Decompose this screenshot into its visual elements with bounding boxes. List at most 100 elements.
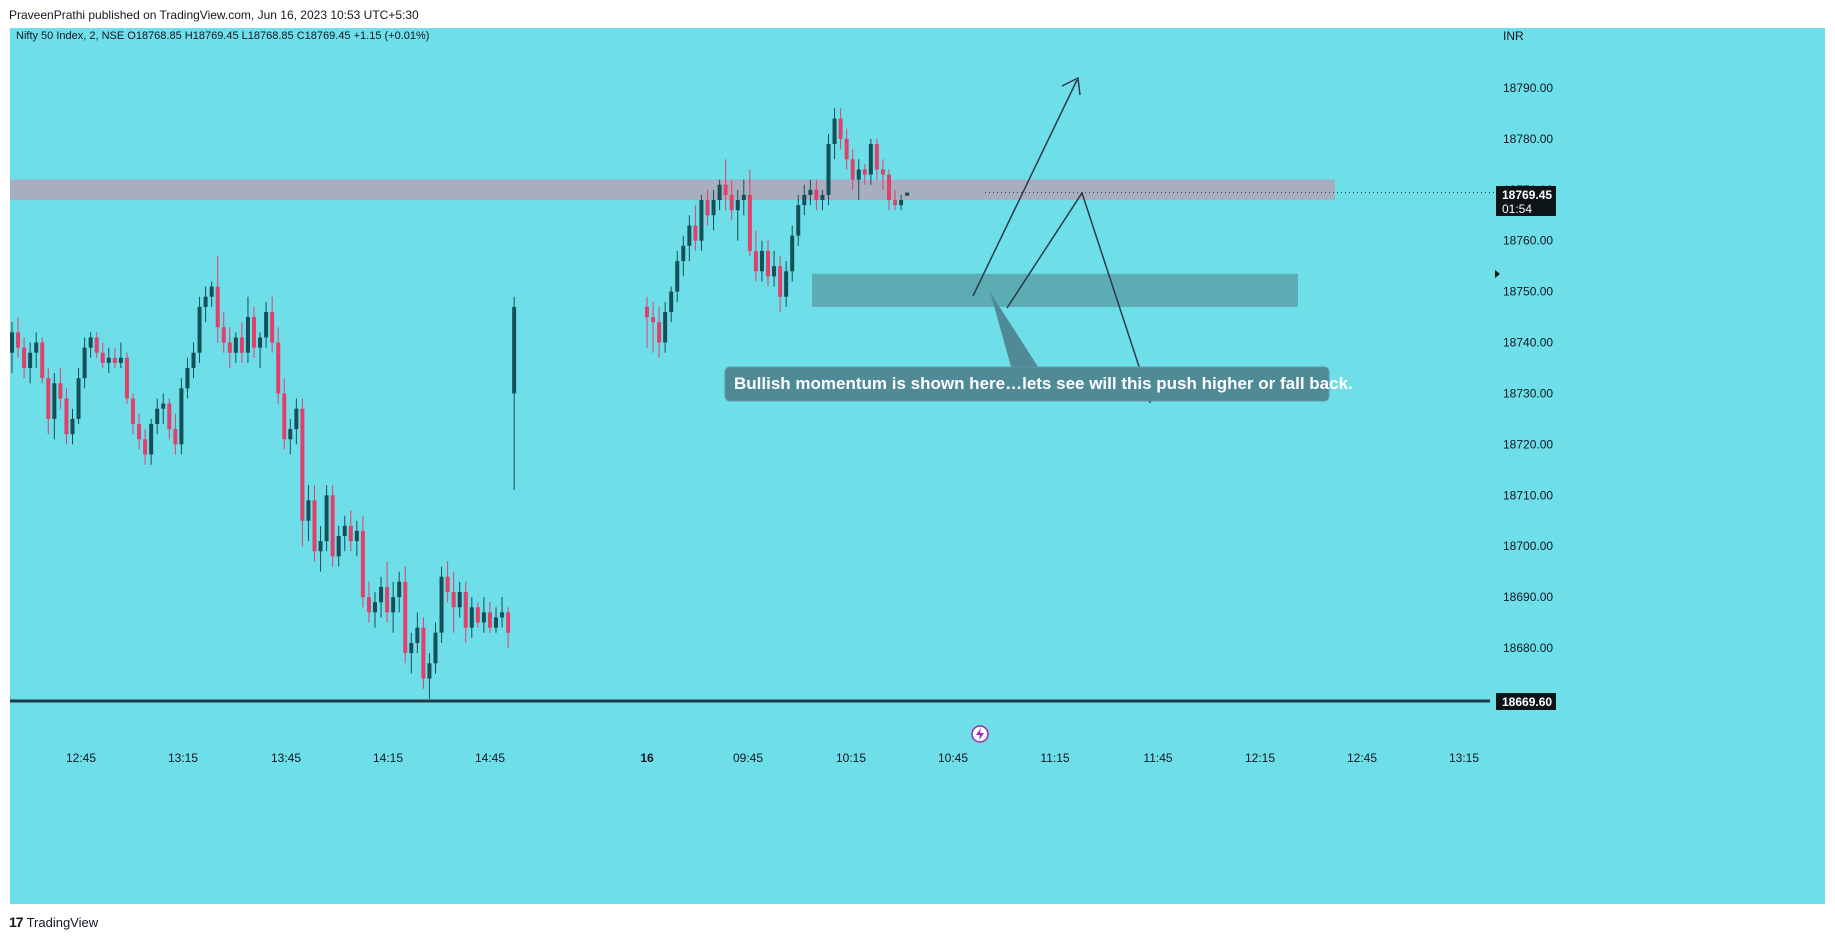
- candle-body: [512, 306, 517, 394]
- candle: [868, 138, 873, 185]
- candle: [155, 398, 160, 435]
- candle-body: [112, 357, 117, 363]
- candle-body: [832, 118, 837, 144]
- candle-body: [270, 312, 275, 343]
- candle: [70, 408, 75, 445]
- candle-body: [874, 144, 879, 170]
- candle: [258, 332, 263, 368]
- candle-body: [336, 536, 341, 557]
- candle-body: [457, 592, 462, 608]
- candle-body: [70, 418, 75, 435]
- candle: [312, 485, 317, 562]
- y-tick-label: 18760.00: [1503, 234, 1553, 248]
- candle: [729, 179, 734, 221]
- y-tick-label: 18700.00: [1503, 539, 1553, 553]
- candle-body: [778, 266, 783, 297]
- x-tick-label: 13:15: [168, 751, 198, 765]
- resistance-zone[interactable]: [10, 179, 1335, 200]
- bar-countdown: 01:54: [1502, 202, 1532, 216]
- event-lightning-icon[interactable]: [971, 725, 989, 743]
- candle-body: [167, 403, 172, 430]
- bullish-arrow-line[interactable]: [972, 79, 1078, 297]
- candle: [161, 393, 166, 424]
- x-tick-label: 13:15: [1449, 751, 1479, 765]
- candle-body: [379, 586, 384, 603]
- candle: [759, 240, 764, 282]
- demand-zone[interactable]: [812, 273, 1298, 307]
- chart-area[interactable]: Bullish momentum is shown here…lets see …: [10, 28, 1825, 904]
- candle-body: [717, 184, 722, 200]
- candle: [832, 108, 837, 160]
- candle: [427, 653, 432, 699]
- candle-body: [687, 225, 692, 246]
- candle-body: [324, 495, 329, 542]
- candle: [227, 327, 232, 368]
- candle: [354, 520, 359, 557]
- candle: [899, 194, 904, 211]
- candle-body: [409, 642, 414, 654]
- candle-body: [711, 200, 716, 216]
- y-tick-label: 18710.00: [1503, 488, 1553, 502]
- last-price-badge: [1496, 186, 1556, 216]
- tradingview-logo[interactable]: 17 TradingView: [9, 914, 98, 930]
- candle: [191, 342, 196, 379]
- x-tick-label: 14:45: [475, 751, 505, 765]
- candle: [203, 286, 208, 323]
- candle: [850, 149, 855, 190]
- chart-svg[interactable]: Bullish momentum is shown here…lets see …: [10, 28, 1825, 904]
- candle-body: [342, 525, 347, 536]
- candle: [294, 398, 299, 445]
- support-price-badge: [1496, 693, 1556, 710]
- candle-body: [118, 357, 123, 363]
- candle: [82, 337, 87, 389]
- bearish-path-line[interactable]: [1006, 191, 1151, 401]
- candle: [645, 296, 649, 348]
- x-tick-label: 11:15: [1040, 751, 1069, 765]
- candle-body: [76, 378, 81, 419]
- candle-body: [494, 617, 498, 628]
- candle-body: [814, 189, 819, 200]
- candle: [10, 322, 14, 374]
- candle-body: [820, 194, 825, 200]
- candle: [52, 373, 57, 440]
- candle-body: [149, 424, 154, 455]
- candle: [131, 393, 135, 435]
- candle-body: [868, 144, 873, 175]
- candle-body: [185, 368, 190, 389]
- candle: [403, 566, 408, 664]
- candle-body: [893, 200, 898, 206]
- scroll-marker-icon[interactable]: [1495, 270, 1500, 278]
- candle: [874, 138, 879, 180]
- candle: [893, 189, 898, 211]
- candle-body: [651, 317, 656, 323]
- candle-body: [100, 352, 105, 363]
- candle-body: [723, 184, 728, 195]
- candle-body: [729, 194, 734, 211]
- candle-body: [40, 342, 45, 379]
- candle: [494, 607, 498, 633]
- candle: [512, 296, 517, 491]
- candle-body: [784, 271, 789, 297]
- callout[interactable]: Bullish momentum is shown here…lets see …: [724, 292, 1353, 402]
- y-tick-label: 18720.00: [1503, 437, 1553, 451]
- candle-body: [239, 337, 244, 353]
- candle: [300, 398, 305, 547]
- candle: [282, 378, 287, 450]
- x-tick-label: 13:45: [271, 751, 301, 765]
- candle: [270, 296, 275, 353]
- candle-body: [360, 530, 365, 598]
- candle-body: [500, 612, 505, 618]
- candle-body: [475, 607, 480, 623]
- candle: [221, 312, 226, 353]
- candle: [687, 215, 692, 262]
- candle-body: [209, 286, 214, 297]
- candle: [905, 192, 910, 196]
- candle-body: [82, 347, 87, 379]
- candle: [306, 485, 311, 542]
- candle-body: [373, 602, 377, 613]
- candle-body: [808, 189, 813, 195]
- candle: [348, 510, 353, 552]
- candle: [197, 296, 202, 363]
- legend-high: H18769.45: [182, 30, 239, 42]
